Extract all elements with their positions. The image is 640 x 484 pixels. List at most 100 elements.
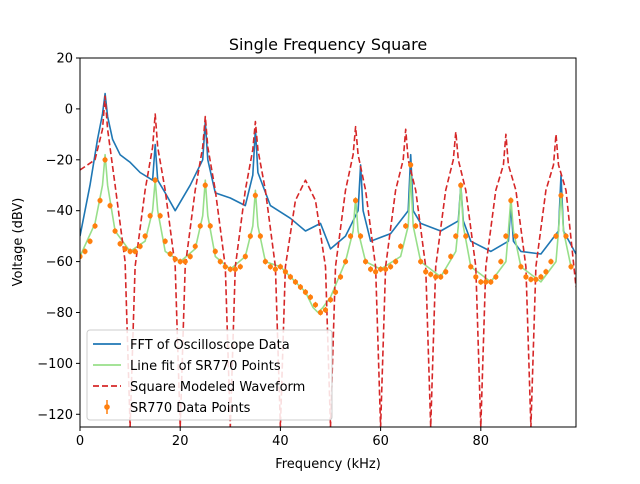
data-point	[367, 266, 374, 272]
data-point	[147, 213, 153, 219]
y-tick-label: −60	[46, 255, 73, 270]
data-point	[102, 157, 108, 163]
x-tick-label: 20	[172, 434, 189, 449]
data-point	[232, 266, 238, 272]
data-point	[182, 258, 188, 265]
y-tick-label: 20	[56, 52, 73, 67]
y-tick-label: 0	[65, 102, 73, 117]
legend: FFT of Oscilloscope Data Line fit of SR7…	[86, 329, 333, 421]
x-tick-label: 0	[76, 434, 84, 449]
data-point	[222, 264, 228, 270]
data-point	[202, 182, 208, 188]
data-point	[568, 264, 574, 270]
data-point	[157, 213, 163, 219]
data-point	[82, 248, 88, 255]
data-point	[378, 266, 384, 272]
data-point	[292, 279, 299, 285]
data-point	[97, 197, 103, 204]
data-point	[337, 274, 344, 280]
data-point	[428, 271, 434, 277]
series-line-square-model	[80, 95, 576, 427]
data-point	[172, 256, 178, 262]
data-point	[558, 192, 564, 199]
data-point	[122, 246, 128, 252]
x-axis-label: Frequency (kHz)	[275, 457, 381, 472]
data-point	[87, 238, 93, 244]
data-point	[553, 233, 559, 239]
data-point	[448, 253, 454, 260]
data-point	[257, 233, 263, 239]
data-point	[132, 248, 138, 255]
y-tick-label: −120	[37, 408, 73, 423]
data-point	[262, 258, 268, 265]
data-point	[197, 223, 203, 229]
legend-label-square-model: Square Modeled Waveform	[130, 380, 305, 395]
data-point	[92, 223, 98, 229]
data-point	[433, 274, 439, 280]
data-point	[287, 274, 294, 280]
data-point	[443, 269, 449, 275]
series-line-fft	[80, 92, 576, 255]
data-point	[357, 233, 364, 239]
data-point	[388, 264, 394, 270]
data-point	[297, 284, 304, 290]
data-point	[282, 269, 289, 275]
data-point	[127, 248, 133, 255]
data-point	[267, 264, 273, 270]
data-point	[403, 223, 409, 229]
data-point	[523, 274, 529, 280]
data-point	[187, 253, 193, 260]
data-point	[162, 238, 168, 244]
data-point	[272, 266, 278, 272]
data-point	[398, 243, 404, 249]
data-point	[112, 228, 118, 234]
y-axis: 20 0 −20 −40 −60 −80 −100 −120	[37, 52, 80, 423]
data-point	[458, 182, 464, 188]
data-point	[498, 258, 504, 265]
data-point	[528, 276, 534, 282]
legend-label-fft: FFT of Oscilloscope Data	[130, 338, 290, 353]
data-point	[247, 233, 253, 239]
data-point	[80, 253, 83, 260]
data-point	[167, 251, 173, 257]
data-point	[302, 289, 309, 295]
data-point	[207, 223, 213, 229]
data-point	[342, 258, 349, 265]
legend-box	[86, 329, 333, 421]
x-tick-label: 60	[372, 434, 389, 449]
data-point	[548, 258, 554, 265]
plot-frame	[79, 57, 577, 428]
data-point	[312, 302, 319, 308]
data-point	[418, 258, 424, 265]
data-point	[317, 309, 324, 316]
series-layer	[80, 92, 576, 427]
data-point	[478, 279, 484, 285]
data-point	[423, 269, 429, 275]
data-point	[137, 243, 143, 249]
data-point	[212, 248, 218, 255]
data-point	[192, 243, 198, 249]
x-tick-label: 40	[272, 434, 289, 449]
data-point	[453, 233, 459, 239]
data-point	[237, 264, 243, 270]
data-point	[473, 274, 479, 280]
data-point	[408, 162, 414, 168]
data-point	[227, 266, 233, 272]
data-point	[327, 297, 334, 303]
data-point	[107, 203, 113, 209]
data-point	[463, 233, 469, 239]
data-point	[362, 258, 369, 265]
data-point	[277, 264, 284, 270]
data-point	[413, 223, 419, 229]
data-point	[508, 197, 514, 204]
data-point	[252, 192, 258, 199]
data-point	[533, 276, 539, 282]
legend-label-sr770-points: SR770 Data Points	[130, 401, 251, 416]
data-point	[503, 233, 509, 239]
data-point	[332, 289, 339, 295]
y-tick-label: −80	[46, 306, 73, 321]
data-point	[383, 266, 389, 272]
data-point	[468, 264, 474, 270]
data-point	[347, 233, 354, 239]
